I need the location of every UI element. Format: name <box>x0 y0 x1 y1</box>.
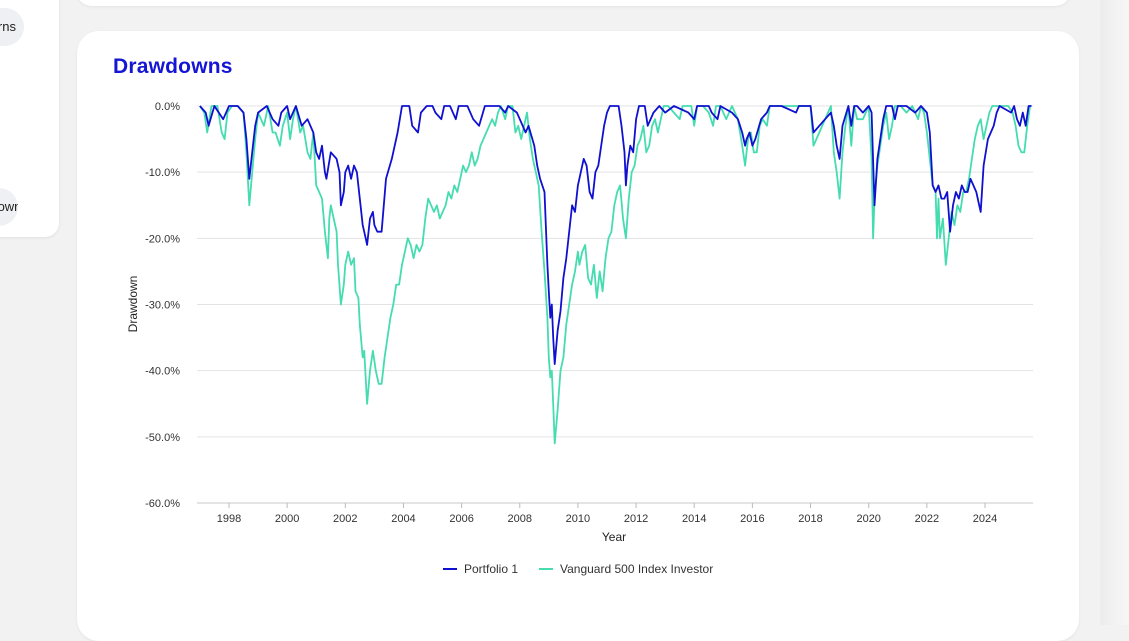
x-tick-label: 2008 <box>508 513 532 525</box>
x-tick-label: 2014 <box>682 513 706 525</box>
y-axis-title: Drawdown <box>126 276 140 333</box>
drawdown-chart: 0.0% -10.0% -20.0% -30.0% -40.0% -50.0% -60.0%… <box>126 101 1033 576</box>
x-tick-label: 2012 <box>624 513 648 525</box>
y-axis: 0.0% -10.0% -20.0% -30.0% -40.0% -50.0% -60.0% <box>145 101 180 510</box>
y-tick-label: 0.0% <box>155 101 180 113</box>
y-tick-label: -20.0% <box>145 233 180 245</box>
page-scroll-edge <box>1100 0 1129 625</box>
x-tick-label: 1998 <box>217 513 241 525</box>
y-tick-label: -10.0% <box>145 167 180 179</box>
y-tick-label: -60.0% <box>145 498 180 510</box>
y-tick-label: -40.0% <box>145 366 180 378</box>
sidebar-item-drawdowns[interactable]: Drawdowns <box>0 188 18 226</box>
x-tick-label: 2016 <box>740 513 764 525</box>
legend-item-vanguard-500-label: Vanguard 500 Index Investor <box>560 562 713 576</box>
x-axis-title: Year <box>602 530 626 544</box>
legend: Portfolio 1 Vanguard 500 Index Investor <box>443 562 713 576</box>
x-tick-label: 2004 <box>391 513 415 525</box>
legend-item-portfolio-1-label: Portfolio 1 <box>464 562 518 576</box>
x-axis: 1998 2000 2002 2004 2006 2008 2010 2012 2014 2016… <box>217 503 997 525</box>
x-tick-label: 2018 <box>798 513 822 525</box>
x-tick-label: 2022 <box>915 513 939 525</box>
sidebar-item-label: Drawdowns <box>0 199 18 214</box>
x-tick-label: 2006 <box>449 513 473 525</box>
series-lines <box>199 105 1032 445</box>
series-vanguard-500-line <box>199 105 1032 445</box>
x-tick-label: 2020 <box>856 513 880 525</box>
grid-lines <box>197 105 1033 504</box>
x-tick-label: 2000 <box>275 513 299 525</box>
x-tick-label: 2024 <box>973 513 997 525</box>
sidebar-item-label: Returns <box>0 19 16 34</box>
card-title: Drawdowns <box>113 55 233 78</box>
previous-card <box>76 0 1071 6</box>
series-portfolio-1-line <box>199 105 1032 365</box>
y-tick-label: -50.0% <box>145 432 180 444</box>
y-tick-label: -30.0% <box>145 300 180 312</box>
x-tick-label: 2002 <box>333 513 357 525</box>
x-tick-label: 2010 <box>566 513 590 525</box>
drawdowns-card: Drawdowns <box>77 31 1079 641</box>
